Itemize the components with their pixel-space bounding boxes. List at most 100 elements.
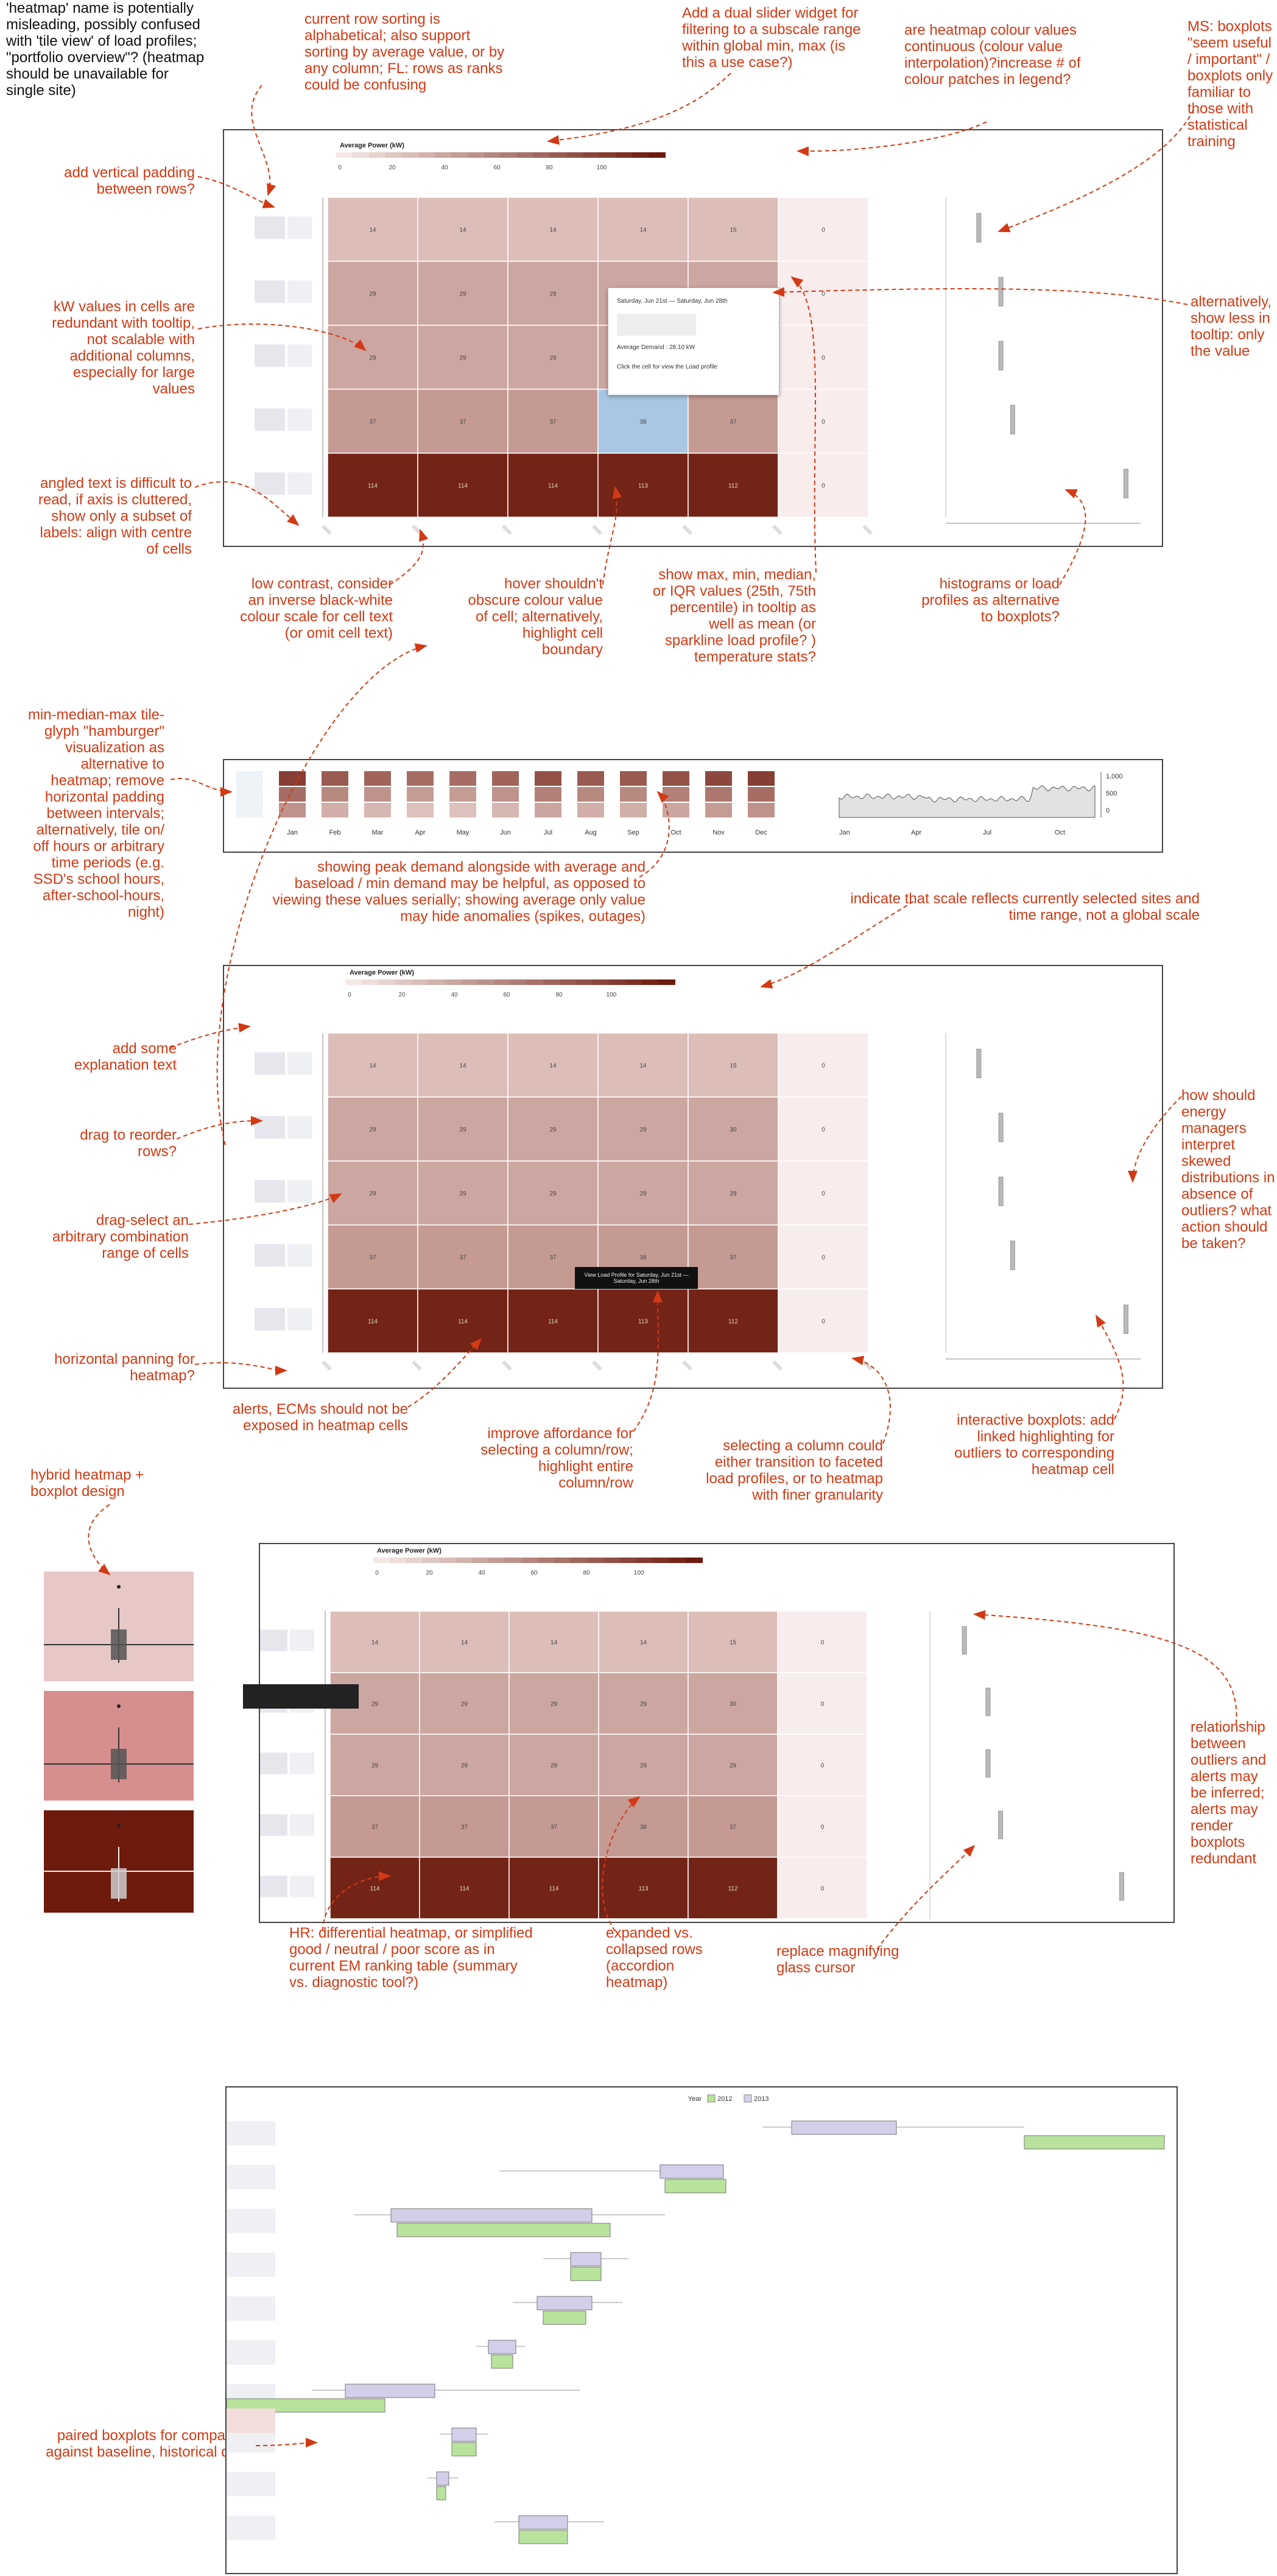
hr-differential-note: HR: differential heatmap, or simplified … — [289, 1925, 533, 1991]
legend-swatch — [445, 979, 462, 985]
tooltip-hint: Click the cell for view the Load profile — [617, 364, 718, 370]
heatmap-cell-value: 14 — [459, 227, 466, 234]
heatmap-cell — [507, 325, 599, 390]
boxplot-box — [976, 1048, 982, 1078]
legend-swatch — [406, 1558, 423, 1563]
heatmap-cell-value: 14 — [549, 1063, 557, 1070]
paired-legend-title: Year — [688, 2095, 702, 2103]
heatmap-cell — [327, 389, 418, 454]
legend-swatch — [609, 979, 626, 985]
legend-swatch — [423, 1558, 440, 1563]
legend-tick: 100 — [607, 992, 617, 998]
legend-swatch — [521, 1558, 538, 1563]
row-label-blur — [290, 1814, 314, 1836]
heatmap-cell-value: 29 — [369, 1191, 376, 1198]
row-label-blur — [255, 344, 285, 367]
heatmap-cell — [329, 1734, 420, 1796]
legend-swatch — [533, 152, 551, 158]
sparkline-x-label: Jul — [983, 829, 991, 836]
tile-median — [705, 787, 732, 802]
boxplot-box — [1010, 404, 1015, 434]
paired-box-2013 — [660, 2164, 724, 2179]
drag-select-note: drag-select an arbitrary combination ran… — [52, 1212, 189, 1262]
tile-min — [364, 803, 391, 817]
annotation-arrow — [170, 778, 233, 797]
row-label-blur — [255, 1180, 285, 1203]
x-tick-label-blur — [682, 524, 693, 535]
hybrid-note: hybrid heatmap + boxplot design — [30, 1467, 144, 1500]
sparkline-y-label: 0 — [1106, 807, 1110, 814]
hamburger-note: min-median-max tile-glyph "hamburger" vi… — [27, 707, 164, 920]
tile-min — [620, 803, 647, 817]
expanded-note: expanded vs. collapsed rows (accordion h… — [606, 1925, 703, 1991]
x-tick-label-blur — [862, 524, 873, 535]
tile-max — [449, 771, 476, 786]
boxplot-box — [1119, 1872, 1124, 1901]
legend-swatch — [649, 152, 666, 158]
hybrid-box — [111, 1749, 127, 1779]
month-label: Aug — [585, 829, 597, 836]
heatmap-cell — [598, 1611, 689, 1673]
heatmap-cell — [778, 1288, 869, 1353]
legend-swatch — [456, 1558, 473, 1563]
legend-tick: 20 — [398, 992, 406, 998]
heatmap-cell-value: 29 — [551, 1701, 558, 1708]
boxplot-box — [998, 1112, 1004, 1142]
heatmap-cell — [597, 1032, 689, 1098]
heatmap-cell-value: 15 — [730, 1640, 737, 1646]
vertical-padding-note: add vertical padding between rows? — [64, 164, 195, 197]
heatmap-cell-value: 37 — [551, 1824, 558, 1831]
month-label: Mar — [372, 829, 384, 836]
legend-swatch — [593, 979, 610, 985]
heatmap-cell-value: 29 — [459, 291, 466, 298]
heatmap-cell-value: 14 — [639, 1063, 647, 1070]
heatmap-cell-value: 37 — [549, 419, 557, 426]
sparkline-x-label: Oct — [1055, 829, 1065, 836]
heatmap-cell — [778, 1224, 869, 1290]
magnifying-note: replace magnifying glass cursor — [776, 1943, 899, 1976]
relationship-note: relationship between outliers and alerts… — [1191, 1719, 1267, 1867]
paired-box-2013 — [791, 2120, 897, 2135]
legend-swatch — [527, 979, 544, 985]
month-label: May — [457, 829, 470, 836]
tile-max — [705, 771, 732, 786]
heatmap-cell-value: 14 — [549, 227, 557, 234]
paired-legend-swatch — [707, 2094, 716, 2103]
legend-tick: 40 — [451, 992, 458, 998]
heatmap-name-note: 'heatmap' name is potentially misleading… — [6, 0, 205, 99]
row-label-blur — [287, 1052, 312, 1075]
legend-swatch — [451, 152, 468, 158]
view-profile-tooltip[interactable]: View Load Profile for Saturday, Jun 21st… — [575, 1267, 698, 1289]
heatmap-cell-value: 30 — [730, 1127, 737, 1134]
month-label: Feb — [329, 829, 341, 836]
heatmap-cell-value: 29 — [459, 1127, 466, 1134]
heatmap-cell-value: 37 — [730, 1255, 737, 1262]
peak-demand-note: showing peak demand alongside with avera… — [272, 859, 646, 925]
paired-box-2013 — [536, 2296, 593, 2310]
paired-boxplot-view: Year 2012 2013 — [226, 2094, 1165, 2544]
explanation-note: add some explanation text — [74, 1040, 177, 1073]
legend-swatch — [379, 979, 396, 985]
tile-median — [279, 787, 306, 802]
sparkline-x-label: Apr — [911, 829, 921, 836]
tile-max — [535, 771, 561, 786]
heatmap-cell — [419, 1611, 510, 1673]
row-label-blur — [287, 1116, 312, 1139]
heatmap-panel-3: Average Power (kW) 0 20 40 60 80 100 14 14 14 14 15… — [243, 1543, 1175, 1937]
heatmap-cell-value: 29 — [730, 1191, 737, 1198]
heatmap-cell — [419, 1672, 510, 1735]
row-label-blur — [257, 1752, 287, 1774]
angled-text-note: angled text is difficult to read, if axi… — [38, 475, 192, 557]
paired-row-label-blur — [227, 2472, 275, 2496]
heatmap-cell-value: 30 — [730, 1701, 737, 1708]
paired-box-2012 — [570, 2267, 602, 2281]
heatmap-panel-2: Average Power (kW) 0 20 40 60 80 100 14 14 14 14 15… — [223, 965, 1163, 1389]
legend-swatch — [658, 979, 675, 985]
paired-box-2012 — [1024, 2135, 1165, 2150]
tile-row-label-blur — [236, 771, 263, 817]
heatmap-cell-value: 29 — [461, 1763, 468, 1770]
paired-box-2012 — [518, 2530, 568, 2544]
heatmap-cell — [777, 1611, 868, 1673]
legend-swatch — [412, 979, 429, 985]
heatmap-cell — [598, 1734, 689, 1796]
